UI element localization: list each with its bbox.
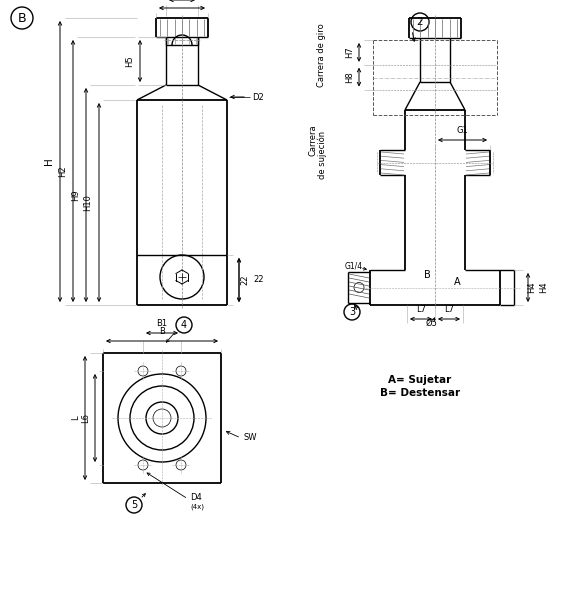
Text: SW: SW <box>243 434 257 442</box>
Text: 4: 4 <box>181 320 187 330</box>
Text: H10: H10 <box>83 194 92 211</box>
Text: G1: G1 <box>457 126 469 135</box>
Text: B: B <box>424 270 430 280</box>
Text: H4: H4 <box>527 282 536 293</box>
Text: H8: H8 <box>345 71 354 83</box>
Text: H2: H2 <box>58 165 67 177</box>
Text: H5: H5 <box>125 55 134 67</box>
Text: 22: 22 <box>253 275 264 285</box>
Text: 2: 2 <box>417 17 423 27</box>
Text: 5: 5 <box>131 500 137 510</box>
Text: (4x): (4x) <box>190 504 204 510</box>
Text: B= Destensar: B= Destensar <box>380 388 460 398</box>
Text: B: B <box>159 327 165 336</box>
Text: H: H <box>44 158 54 165</box>
Text: B: B <box>17 12 26 25</box>
Text: H4: H4 <box>539 282 548 293</box>
Text: H9: H9 <box>71 189 80 201</box>
Text: Ø5: Ø5 <box>425 318 437 328</box>
Text: L6: L6 <box>81 413 90 423</box>
Text: B1: B1 <box>157 319 168 328</box>
Text: H7: H7 <box>345 46 354 59</box>
Text: A: A <box>454 277 460 287</box>
Text: L: L <box>71 416 80 420</box>
Text: D2: D2 <box>252 92 264 102</box>
Text: Carrera de giro: Carrera de giro <box>318 23 327 87</box>
Text: de sujeción: de sujeción <box>317 131 327 179</box>
Text: D1: D1 <box>176 0 188 2</box>
Text: G1/4: G1/4 <box>345 262 363 270</box>
Text: 22: 22 <box>240 275 249 285</box>
Text: L7: L7 <box>416 305 426 314</box>
Text: L7: L7 <box>444 305 454 314</box>
Text: D4: D4 <box>190 493 202 503</box>
Text: 3: 3 <box>349 307 355 317</box>
Text: A= Sujetar: A= Sujetar <box>388 375 452 385</box>
Text: Carrera: Carrera <box>308 124 318 156</box>
